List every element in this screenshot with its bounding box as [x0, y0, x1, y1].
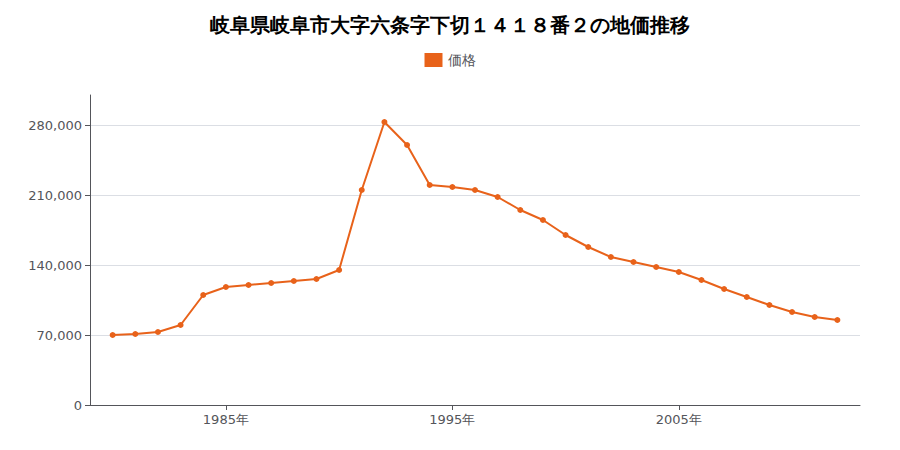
svg-text:岐阜県岐阜市大字六条字下切１４１８番２の地価推移: 岐阜県岐阜市大字六条字下切１４１８番２の地価推移 [210, 13, 690, 37]
svg-text:280,000: 280,000 [28, 118, 82, 133]
svg-text:1995年: 1995年 [429, 412, 475, 427]
svg-text:2005年: 2005年 [656, 412, 702, 427]
svg-text:70,000: 70,000 [37, 328, 83, 343]
svg-text:210,000: 210,000 [28, 188, 82, 203]
svg-text:価格: 価格 [448, 52, 476, 68]
svg-text:140,000: 140,000 [28, 258, 82, 273]
svg-text:0: 0 [74, 398, 82, 413]
svg-text:1985年: 1985年 [203, 412, 249, 427]
